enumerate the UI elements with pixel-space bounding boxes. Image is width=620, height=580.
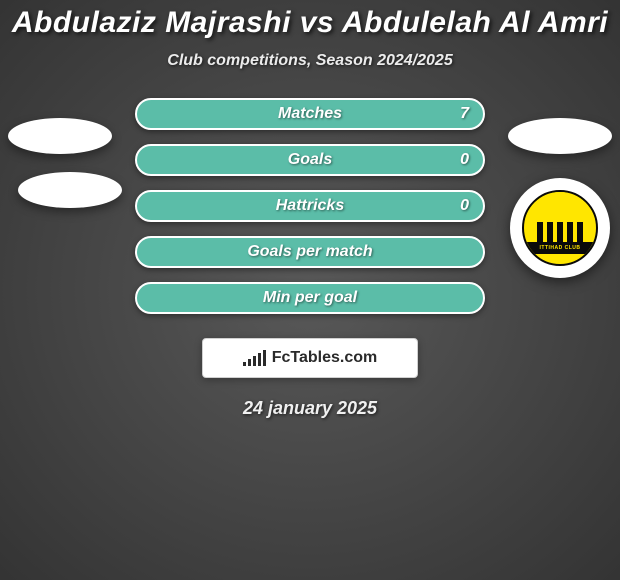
- stat-label: Hattricks: [276, 197, 344, 215]
- stat-value-right: 0: [460, 151, 469, 169]
- bar-chart-icon: [243, 350, 266, 366]
- date-text: 24 january 2025: [243, 398, 377, 419]
- brand-text: FcTables.com: [272, 349, 378, 367]
- stat-value-right: 7: [460, 105, 469, 123]
- stat-row-goals: Goals 0: [135, 144, 485, 176]
- stat-label: Matches: [278, 105, 342, 123]
- stat-row-matches: Matches 7: [135, 98, 485, 130]
- stat-value-right: 0: [460, 197, 469, 215]
- stat-label: Goals: [288, 151, 332, 169]
- stat-row-hattricks: Hattricks 0: [135, 190, 485, 222]
- page-title: Abdulaziz Majrashi vs Abdulelah Al Amri: [12, 6, 608, 40]
- stat-row-goals-per-match: Goals per match: [135, 236, 485, 268]
- stat-label: Min per goal: [263, 289, 357, 307]
- stats-rows: Matches 7 Goals 0 Hattricks 0 Goals per …: [135, 98, 485, 314]
- stat-row-min-per-goal: Min per goal: [135, 282, 485, 314]
- page-subtitle: Club competitions, Season 2024/2025: [167, 52, 452, 70]
- content-container: Abdulaziz Majrashi vs Abdulelah Al Amri …: [0, 0, 620, 580]
- brand-badge: FcTables.com: [202, 338, 418, 378]
- stat-label: Goals per match: [247, 243, 372, 261]
